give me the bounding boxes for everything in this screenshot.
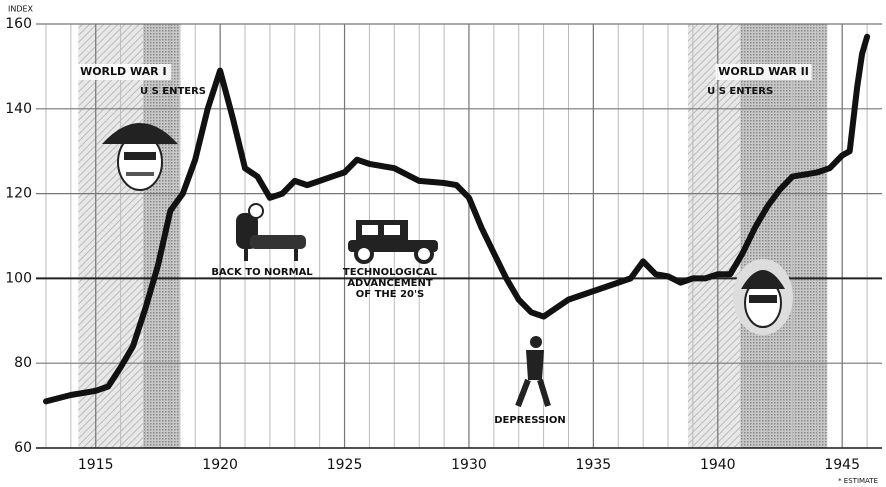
period-note: U S ENTERS bbox=[707, 86, 773, 97]
period-label: WORLD WAR II bbox=[718, 65, 809, 78]
chart: WORLD WAR I U S ENTERS WORLD WAR II U S ENT… bbox=[0, 0, 886, 487]
x-tick-label: 1925 bbox=[327, 457, 363, 473]
annotation: DEPRESSION bbox=[494, 415, 566, 426]
y-tick-label: 160 bbox=[5, 16, 32, 32]
x-tick-label: 1945 bbox=[824, 457, 860, 473]
x-tick-label: 1920 bbox=[202, 457, 238, 473]
y-tick-label: 80 bbox=[14, 355, 32, 371]
chair-icon bbox=[236, 204, 306, 261]
period-note: U S ENTERS bbox=[140, 86, 206, 97]
y-tick-label: 140 bbox=[5, 101, 32, 117]
y-tick-label: 120 bbox=[5, 186, 32, 202]
period-label: WORLD WAR I bbox=[80, 65, 166, 78]
x-tick-label: 1930 bbox=[451, 457, 487, 473]
car-icon bbox=[348, 220, 438, 262]
y-axis-label: INDEX bbox=[8, 5, 34, 14]
x-tick-label: 1935 bbox=[576, 457, 612, 473]
annotation: TECHNOLOGICAL bbox=[343, 267, 438, 278]
x-tick-label: 1915 bbox=[78, 457, 114, 473]
annotation: BACK TO NORMAL bbox=[211, 267, 313, 278]
x-tick-label: 1940 bbox=[700, 457, 736, 473]
soldier-icon bbox=[733, 259, 793, 335]
y-tick-label: 60 bbox=[14, 440, 32, 456]
annotation: ADVANCEMENT bbox=[347, 278, 433, 289]
footnote: * ESTIMATE bbox=[838, 477, 878, 485]
annotation: OF THE 20'S bbox=[356, 289, 425, 300]
y-tick-label: 100 bbox=[5, 270, 32, 286]
